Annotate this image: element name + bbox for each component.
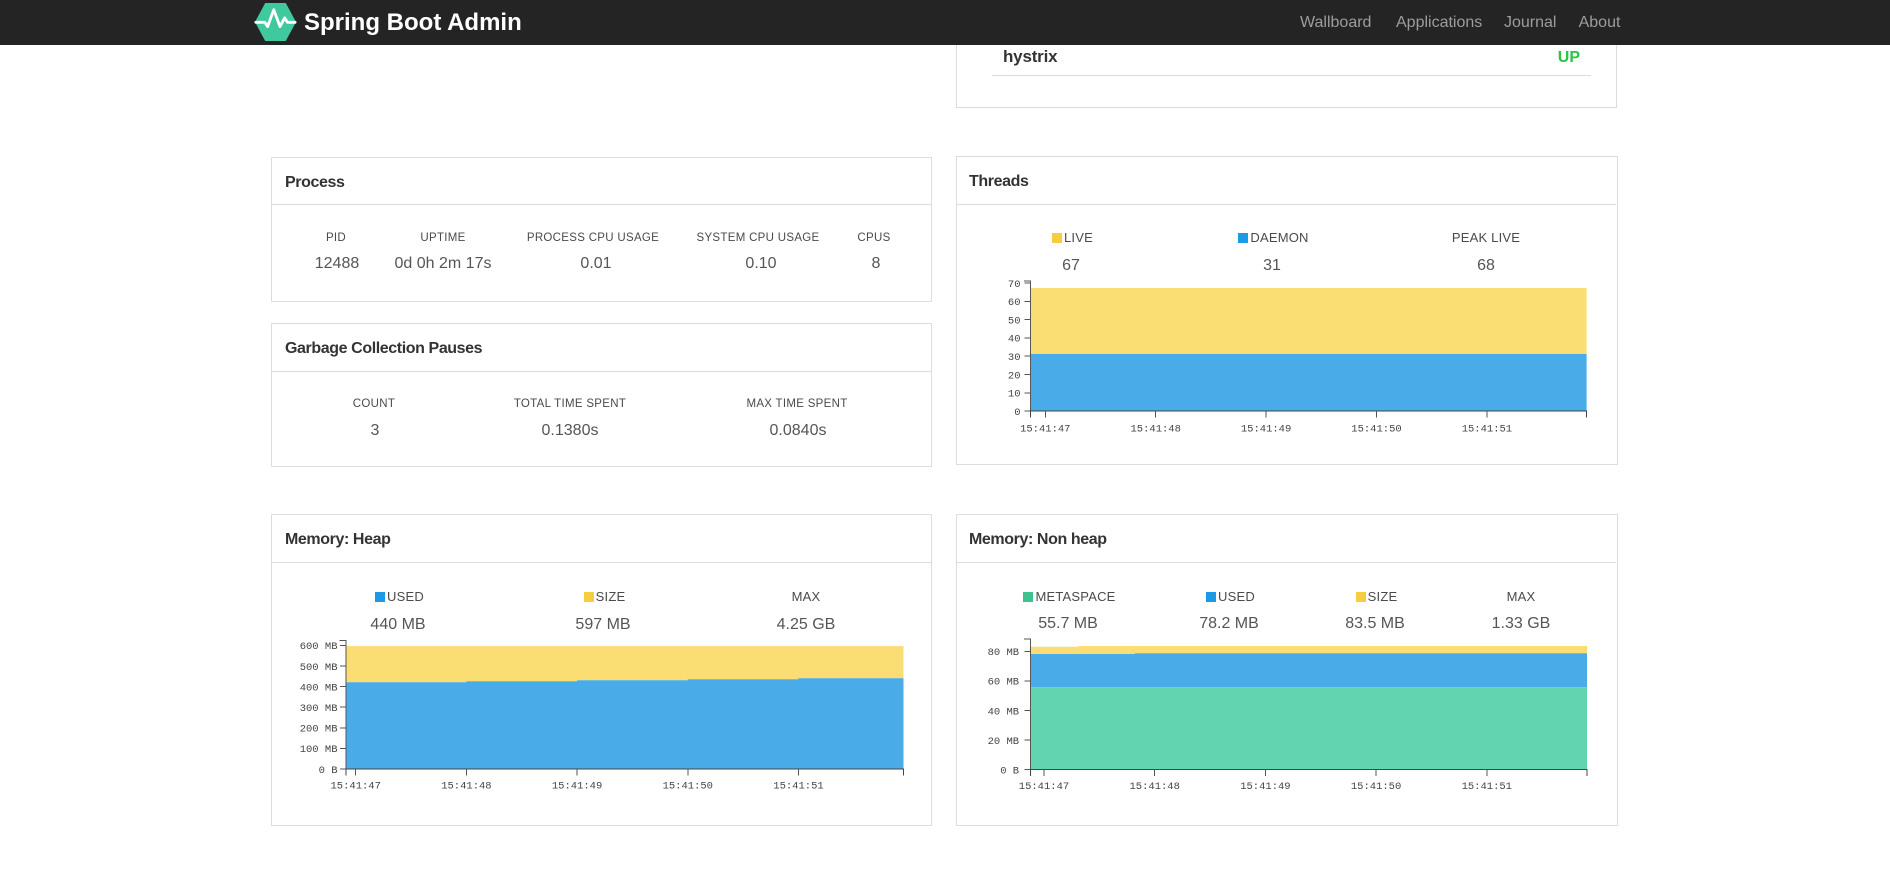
svg-text:15:41:47: 15:41:47 xyxy=(1019,780,1069,792)
svg-text:15:41:48: 15:41:48 xyxy=(1129,780,1179,792)
svg-text:40 MB: 40 MB xyxy=(988,706,1020,718)
svg-text:300 MB: 300 MB xyxy=(300,703,338,715)
svg-text:15:41:50: 15:41:50 xyxy=(663,780,713,792)
svg-text:40: 40 xyxy=(1008,334,1021,346)
svg-text:60: 60 xyxy=(1008,297,1021,309)
svg-text:20 MB: 20 MB xyxy=(988,735,1020,747)
svg-text:0 B: 0 B xyxy=(319,764,338,776)
svg-text:15:41:50: 15:41:50 xyxy=(1351,423,1401,435)
svg-text:15:41:49: 15:41:49 xyxy=(552,780,602,792)
svg-text:80 MB: 80 MB xyxy=(988,647,1020,659)
svg-text:15:41:48: 15:41:48 xyxy=(441,780,491,792)
svg-text:0 B: 0 B xyxy=(1000,765,1019,777)
svg-text:15:41:49: 15:41:49 xyxy=(1241,423,1291,435)
svg-text:70: 70 xyxy=(1008,279,1021,291)
svg-text:400 MB: 400 MB xyxy=(300,682,338,694)
svg-text:15:41:51: 15:41:51 xyxy=(773,780,823,792)
svg-text:0: 0 xyxy=(1014,407,1020,419)
svg-text:15:41:47: 15:41:47 xyxy=(330,780,380,792)
svg-text:500 MB: 500 MB xyxy=(300,661,338,673)
svg-text:10: 10 xyxy=(1008,389,1021,401)
svg-text:15:41:50: 15:41:50 xyxy=(1351,780,1401,792)
svg-text:100 MB: 100 MB xyxy=(300,744,338,756)
svg-text:200 MB: 200 MB xyxy=(300,723,338,735)
svg-text:30: 30 xyxy=(1008,352,1021,364)
svg-text:15:41:51: 15:41:51 xyxy=(1462,423,1512,435)
svg-text:50: 50 xyxy=(1008,315,1021,327)
svg-text:15:41:49: 15:41:49 xyxy=(1240,780,1290,792)
svg-text:15:41:47: 15:41:47 xyxy=(1020,423,1070,435)
svg-text:15:41:51: 15:41:51 xyxy=(1462,780,1512,792)
svg-text:60 MB: 60 MB xyxy=(988,676,1020,688)
svg-text:15:41:48: 15:41:48 xyxy=(1130,423,1180,435)
svg-text:20: 20 xyxy=(1008,370,1021,382)
svg-text:600 MB: 600 MB xyxy=(300,641,338,653)
